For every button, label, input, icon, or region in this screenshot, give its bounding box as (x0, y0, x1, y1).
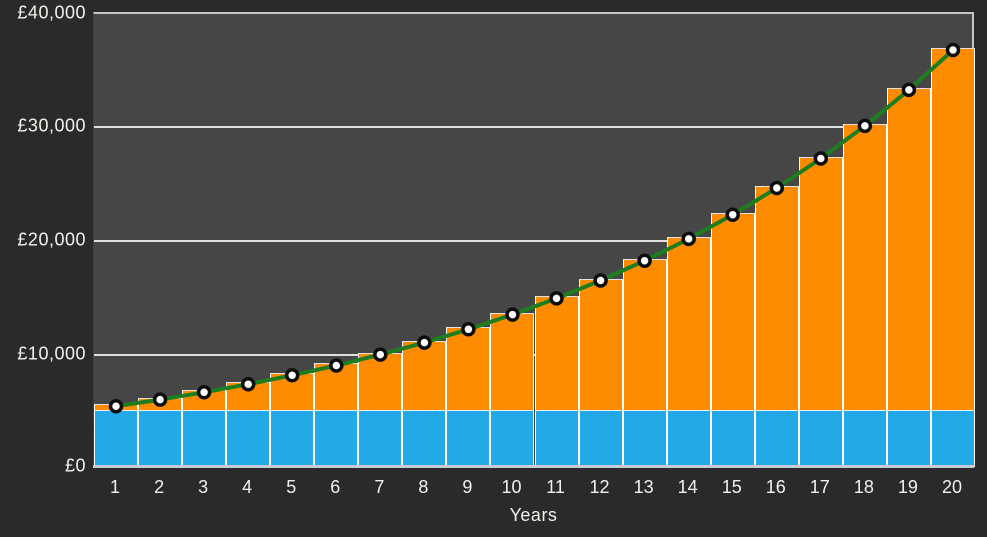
y-tick-label-20000: £20,000 (17, 229, 86, 250)
bar-deposit-segment-year-14[interactable] (666, 410, 711, 467)
bar-deposit-segment-year-19[interactable] (886, 410, 931, 467)
total-value-line-layer (108, 42, 961, 414)
bar-growth-segment-year-11[interactable] (534, 296, 579, 411)
bar-year-18[interactable] (842, 123, 887, 467)
bar-deposit-segment-year-2[interactable] (138, 410, 183, 467)
data-point-marker-year-8[interactable] (417, 335, 432, 350)
x-tick-label-17: 17 (809, 477, 830, 497)
data-point-marker-year-18[interactable] (857, 118, 873, 134)
plot-area (93, 12, 975, 467)
bar-growth-segment-year-9[interactable] (446, 327, 491, 411)
data-point-marker-year-13[interactable] (637, 253, 652, 268)
bar-deposit-segment-year-8[interactable] (402, 410, 447, 467)
data-point-marker-year-5[interactable] (284, 368, 300, 383)
bar-deposit-segment-year-16[interactable] (754, 410, 799, 467)
x-axis-title: Years (509, 505, 558, 525)
x-tick-label-16: 16 (765, 477, 786, 497)
x-tick-label-10: 10 (501, 477, 522, 497)
bar-deposit-segment-year-6[interactable] (314, 410, 359, 467)
x-tick-label-5: 5 (286, 477, 297, 497)
bar-year-20[interactable] (930, 48, 975, 467)
bar-year-2[interactable] (138, 397, 183, 467)
y-tick-label-0: £0 (64, 455, 86, 476)
data-point-marker-year-6[interactable] (329, 358, 344, 373)
data-point-marker-year-1[interactable] (108, 398, 124, 414)
bar-growth-segment-year-15[interactable] (710, 212, 755, 411)
bar-growth-segment-year-19[interactable] (886, 87, 931, 411)
data-point-marker-year-14[interactable] (681, 231, 696, 247)
y-tick-label-10000: £10,000 (17, 343, 86, 364)
bar-growth-segment-year-12[interactable] (578, 278, 623, 411)
bar-growth-segment-year-8[interactable] (402, 340, 447, 411)
x-tick-label-19: 19 (897, 477, 918, 497)
bar-deposit-segment-year-17[interactable] (798, 410, 843, 467)
bar-year-9[interactable] (446, 327, 491, 467)
bar-deposit-segment-year-18[interactable] (842, 410, 887, 467)
data-point-marker-year-10[interactable] (505, 307, 520, 322)
data-point-marker-year-17[interactable] (813, 151, 829, 166)
y-tick-label-30000: £30,000 (17, 115, 86, 136)
bar-deposit-segment-year-5[interactable] (270, 410, 315, 467)
data-point-marker-year-16[interactable] (769, 180, 785, 196)
x-tick-label-18: 18 (853, 477, 874, 497)
x-tick-label-8: 8 (418, 477, 429, 497)
bar-deposit-segment-year-10[interactable] (490, 410, 535, 467)
x-axis-baseline (93, 465, 974, 468)
bar-deposit-segment-year-20[interactable] (930, 410, 975, 467)
total-value-line (115, 48, 955, 409)
bar-growth-segment-year-10[interactable] (490, 312, 535, 411)
x-tick-label-6: 6 (330, 477, 341, 497)
bar-deposit-segment-year-15[interactable] (710, 410, 755, 467)
x-tick-label-2: 2 (154, 477, 165, 497)
data-point-marker-year-15[interactable] (725, 207, 740, 222)
bar-year-17[interactable] (798, 156, 843, 467)
x-tick-label-4: 4 (242, 477, 253, 497)
bar-deposit-segment-year-13[interactable] (622, 410, 667, 467)
bar-year-14[interactable] (666, 236, 711, 467)
bar-deposit-segment-year-11[interactable] (534, 410, 579, 467)
data-point-marker-year-20[interactable] (945, 42, 961, 58)
bar-year-11[interactable] (534, 296, 579, 467)
bar-year-12[interactable] (578, 278, 623, 467)
data-point-marker-year-4[interactable] (240, 376, 256, 392)
x-tick-label-15: 15 (721, 477, 742, 497)
gridline-20000 (94, 240, 972, 242)
bar-year-15[interactable] (710, 212, 755, 467)
x-tick-label-12: 12 (589, 477, 610, 497)
data-point-marker-year-12[interactable] (593, 273, 608, 288)
x-tick-label-14: 14 (677, 477, 698, 497)
x-tick-label-9: 9 (462, 477, 473, 497)
data-point-marker-year-9[interactable] (461, 322, 476, 337)
bar-year-16[interactable] (754, 186, 799, 467)
bar-deposit-segment-year-7[interactable] (358, 410, 403, 467)
bar-deposit-segment-year-9[interactable] (446, 410, 491, 467)
x-tick-label-3: 3 (198, 477, 209, 497)
x-tick-label-13: 13 (633, 477, 654, 497)
data-point-marker-year-3[interactable] (196, 385, 212, 400)
bar-year-8[interactable] (402, 340, 447, 467)
x-tick-label-1: 1 (110, 477, 121, 497)
bar-growth-segment-year-14[interactable] (666, 236, 711, 411)
y-tick-label-40000: £40,000 (17, 2, 86, 23)
x-tick-label-7: 7 (374, 477, 385, 497)
bar-year-10[interactable] (490, 312, 535, 467)
bar-growth-segment-year-20[interactable] (930, 48, 975, 411)
bar-growth-segment-year-16[interactable] (754, 186, 799, 411)
bar-deposit-segment-year-4[interactable] (226, 410, 271, 467)
bar-growth-segment-year-17[interactable] (798, 156, 843, 411)
data-point-marker-year-2[interactable] (152, 392, 168, 407)
bars-layer (94, 14, 975, 467)
gridline-30000 (94, 126, 972, 128)
data-point-marker-year-19[interactable] (901, 82, 917, 98)
data-point-marker-year-7[interactable] (373, 347, 388, 362)
bar-year-19[interactable] (886, 87, 931, 467)
data-point-marker-year-11[interactable] (549, 291, 564, 306)
x-tick-label-20: 20 (941, 477, 962, 497)
bar-growth-segment-year-18[interactable] (842, 123, 887, 411)
bar-deposit-segment-year-12[interactable] (578, 410, 623, 467)
bar-deposit-segment-year-3[interactable] (182, 410, 227, 467)
x-tick-label-11: 11 (546, 477, 565, 497)
